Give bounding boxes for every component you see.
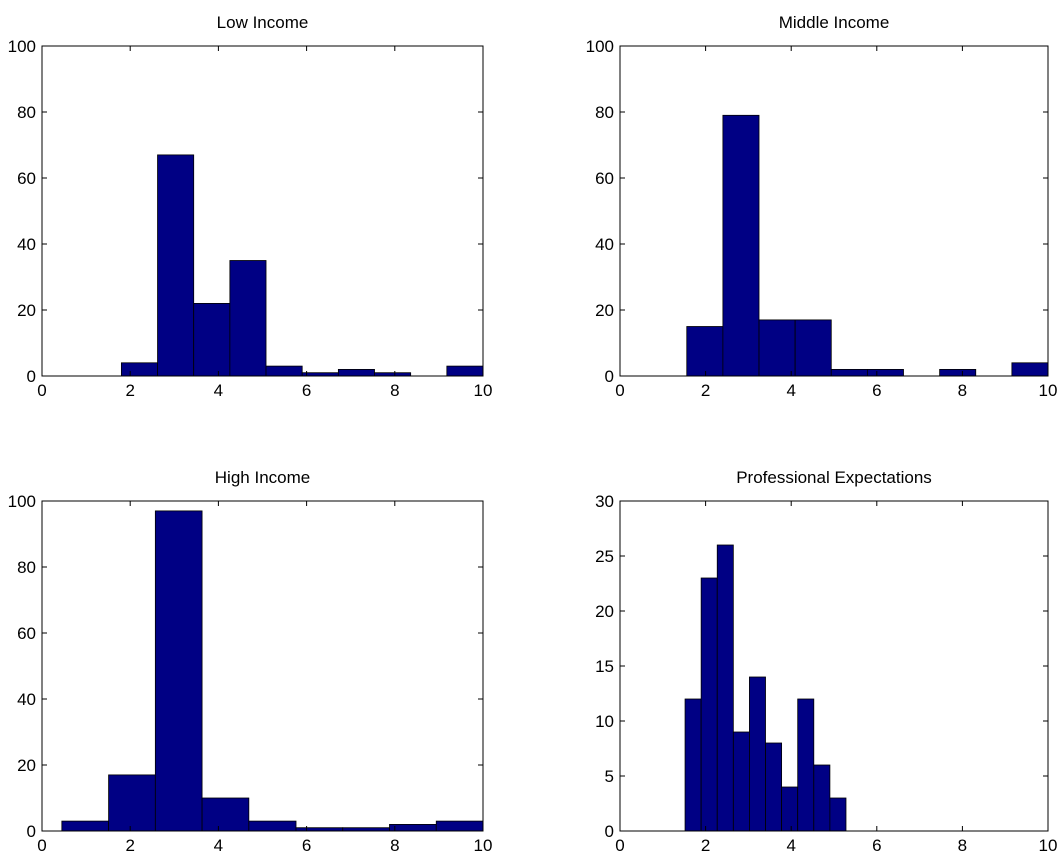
bar: [813, 764, 831, 832]
x-tick-label: 0: [37, 381, 46, 400]
y-tick-label: 80: [595, 103, 614, 122]
bar: [201, 797, 250, 832]
bar: [435, 820, 484, 832]
bar: [61, 820, 109, 832]
axes-box: [619, 45, 1049, 377]
chart-title: Professional Expectations: [736, 468, 932, 487]
axes-box: [41, 500, 484, 832]
y-tick-label: 80: [17, 103, 36, 122]
y-tick-label: 0: [605, 822, 614, 841]
bar: [684, 698, 702, 832]
bar: [446, 365, 484, 377]
bar: [749, 676, 766, 832]
y-tick-label: 40: [17, 235, 36, 254]
bar: [722, 114, 760, 377]
y-tick-label: 15: [595, 657, 614, 676]
bar: [193, 302, 231, 377]
x-tick-label: 10: [1039, 836, 1058, 855]
y-tick-label: 20: [17, 301, 36, 320]
bar: [337, 368, 375, 377]
bar: [732, 731, 750, 832]
bar: [716, 544, 734, 832]
x-tick-label: 2: [701, 381, 710, 400]
y-tick-label: 25: [595, 547, 614, 566]
bar: [229, 260, 267, 377]
bar: [265, 365, 303, 377]
y-tick-label: 20: [17, 756, 36, 775]
bar: [700, 577, 718, 832]
bar: [1011, 362, 1049, 377]
chart-title: Middle Income: [779, 13, 890, 32]
y-tick-label: 0: [605, 367, 614, 386]
x-tick-label: 8: [390, 381, 399, 400]
y-tick-label: 60: [17, 624, 36, 643]
x-tick-label: 8: [390, 836, 399, 855]
x-tick-label: 0: [37, 836, 46, 855]
y-tick-label: 20: [595, 301, 614, 320]
x-tick-label: 10: [1039, 381, 1058, 400]
y-tick-label: 5: [605, 767, 614, 786]
bar: [866, 368, 904, 377]
x-tick-label: 10: [474, 836, 493, 855]
x-tick-label: 0: [615, 381, 624, 400]
bar: [686, 326, 724, 377]
y-tick-label: 0: [27, 822, 36, 841]
bar: [797, 698, 815, 832]
y-tick-label: 30: [595, 492, 614, 511]
bar: [829, 797, 847, 832]
x-tick-label: 6: [872, 381, 881, 400]
y-tick-label: 100: [8, 37, 36, 56]
bar: [794, 319, 832, 377]
chart-title: Low Income: [217, 13, 309, 32]
bar: [108, 774, 156, 832]
bar: [781, 786, 799, 832]
bar: [389, 824, 437, 832]
bar: [248, 820, 297, 832]
y-tick-label: 80: [17, 558, 36, 577]
x-tick-label: 8: [958, 381, 967, 400]
y-tick-label: 100: [586, 37, 614, 56]
x-tick-label: 10: [474, 381, 493, 400]
x-tick-label: 8: [958, 836, 967, 855]
x-tick-label: 2: [125, 381, 134, 400]
x-tick-label: 6: [872, 836, 881, 855]
bar: [939, 368, 977, 377]
bar: [830, 368, 868, 377]
y-tick-label: 20: [595, 602, 614, 621]
x-tick-label: 0: [615, 836, 624, 855]
y-tick-label: 10: [595, 712, 614, 731]
bar: [765, 742, 783, 832]
x-tick-label: 4: [786, 836, 795, 855]
bar: [157, 154, 195, 377]
y-tick-label: 40: [595, 235, 614, 254]
x-tick-label: 2: [125, 836, 134, 855]
bar: [154, 510, 203, 832]
bar: [120, 362, 158, 377]
x-tick-label: 4: [214, 381, 223, 400]
x-tick-label: 2: [701, 836, 710, 855]
axes-box: [41, 45, 484, 377]
axes-box: [619, 500, 1049, 832]
y-tick-label: 0: [27, 367, 36, 386]
y-tick-label: 60: [17, 169, 36, 188]
x-tick-label: 6: [302, 381, 311, 400]
x-tick-label: 4: [214, 836, 223, 855]
x-tick-label: 4: [786, 381, 795, 400]
bar: [758, 319, 796, 377]
y-tick-label: 100: [8, 492, 36, 511]
chart-title: High Income: [215, 468, 310, 487]
y-tick-label: 40: [17, 690, 36, 709]
x-tick-label: 6: [302, 836, 311, 855]
y-tick-label: 60: [595, 169, 614, 188]
